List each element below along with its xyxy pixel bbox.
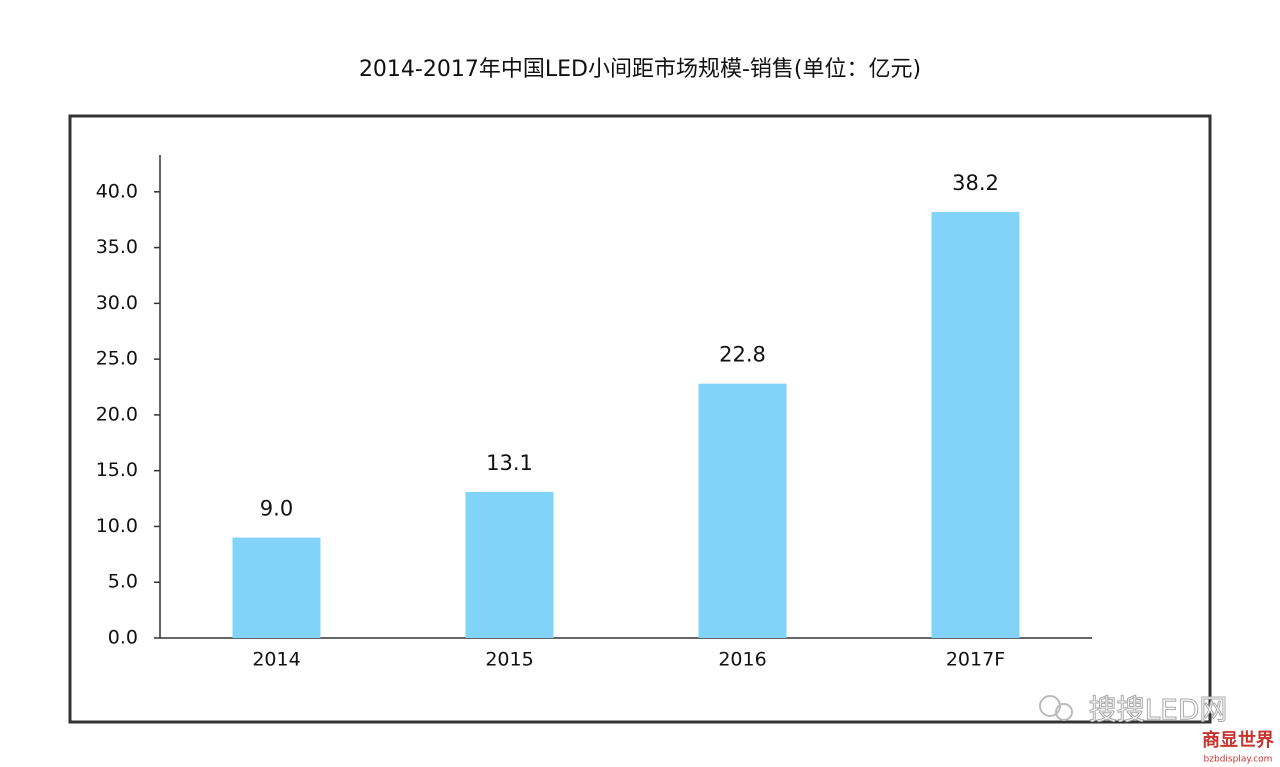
y-tick-label: 25.0 <box>96 348 138 370</box>
y-tick-label: 10.0 <box>96 515 138 537</box>
y-tick-label: 0.0 <box>108 627 138 649</box>
frame <box>68 114 1212 724</box>
x-tick-label: 2014 <box>252 649 300 671</box>
value-label: 9.0 <box>260 497 293 521</box>
y-tick-label: 15.0 <box>96 459 138 481</box>
wechat-icon <box>1055 703 1073 721</box>
chart-title: 2014-2017年中国LED小间距市场规模-销售(单位：亿元) <box>359 57 921 82</box>
bar <box>465 491 554 638</box>
bar <box>698 383 787 638</box>
x-tick-label: 2015 <box>485 649 533 671</box>
y-tick-label: 35.0 <box>96 236 138 258</box>
value-label: 13.1 <box>486 451 533 475</box>
watermark: 搜搜LED网 <box>1089 693 1228 726</box>
value-label: 22.8 <box>719 343 766 367</box>
bar <box>232 537 321 638</box>
x-tick-label: 2016 <box>718 649 766 671</box>
bar <box>931 211 1020 638</box>
watermark: bzbdisplay.com <box>1204 755 1273 765</box>
value-label: 38.2 <box>952 171 999 195</box>
y-tick-label: 5.0 <box>108 571 138 593</box>
y-tick-label: 20.0 <box>96 403 138 425</box>
y-tick-label: 40.0 <box>96 180 138 202</box>
watermark: 商显世界 <box>1202 729 1274 751</box>
x-tick-label: 2017F <box>946 649 1005 671</box>
y-tick-label: 30.0 <box>96 292 138 314</box>
